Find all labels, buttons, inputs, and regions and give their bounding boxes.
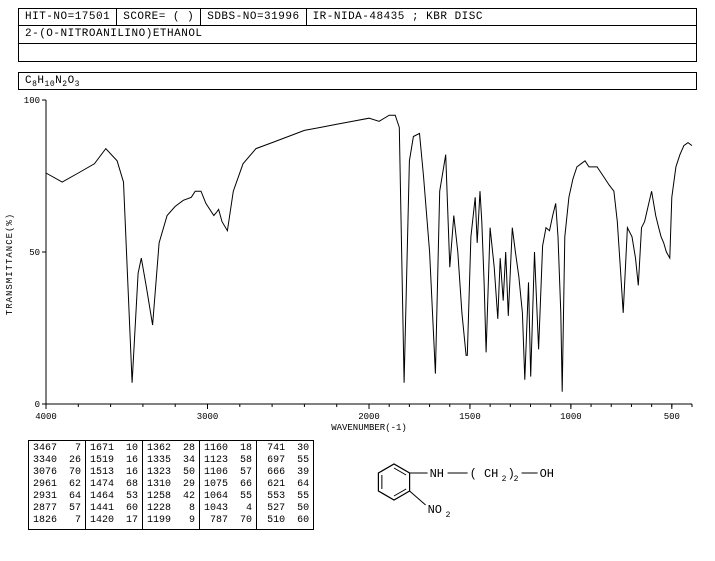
bottom-panel: 3467 7 3340 26 3076 70 2961 62 2931 64 2… — [28, 440, 697, 530]
svg-text:NO: NO — [428, 503, 442, 517]
svg-text:OH: OH — [540, 467, 554, 481]
svg-text:2: 2 — [514, 475, 519, 484]
svg-text:1500: 1500 — [459, 412, 481, 422]
svg-text:50: 50 — [29, 248, 40, 258]
svg-text:4000: 4000 — [35, 412, 57, 422]
header-bar: HIT-NO=17501 SCORE= ( ) SDBS-NO=31996 IR… — [18, 8, 697, 26]
hit-no: HIT-NO=17501 — [19, 9, 117, 25]
spectrum-chart: TRANSMITTANCE(%) 05010040003000200015001… — [18, 94, 697, 434]
peak-column: 1160 18 1123 58 1106 57 1075 66 1064 55 … — [200, 441, 257, 529]
ir-info: IR-NIDA-48435 ; KBR DISC — [307, 9, 696, 25]
svg-text:WAVENUMBER(-1): WAVENUMBER(-1) — [331, 423, 407, 433]
svg-text:3000: 3000 — [197, 412, 219, 422]
peak-table: 3467 7 3340 26 3076 70 2961 62 2931 64 2… — [28, 440, 314, 530]
score: SCORE= ( ) — [117, 9, 201, 25]
svg-text:100: 100 — [24, 96, 40, 106]
structure-diagram: NH( CH2)2OHNO2 — [354, 440, 594, 530]
compound-name: 2-(O-NITROANILINO)ETHANOL — [18, 26, 697, 44]
svg-text:0: 0 — [35, 400, 40, 410]
peak-column: 1362 28 1335 34 1323 50 1310 29 1258 42 … — [143, 441, 200, 529]
peak-column: 741 30 697 55 666 39 621 64 553 55 527 5… — [257, 441, 313, 529]
svg-text:500: 500 — [664, 412, 680, 422]
svg-text:2000: 2000 — [358, 412, 380, 422]
molecular-formula: C8H10N2O3 — [18, 72, 697, 90]
spectrum-viewer: HIT-NO=17501 SCORE= ( ) SDBS-NO=31996 IR… — [0, 8, 715, 561]
sdbs-no: SDBS-NO=31996 — [201, 9, 306, 25]
blank-row — [18, 44, 697, 62]
peak-column: 3467 7 3340 26 3076 70 2961 62 2931 64 2… — [29, 441, 86, 529]
svg-text:1000: 1000 — [560, 412, 582, 422]
svg-text:NH: NH — [430, 467, 444, 481]
svg-text:2: 2 — [502, 475, 507, 484]
y-axis-label: TRANSMITTANCE(%) — [5, 213, 15, 315]
spectrum-svg: 0 50 100 4000 3000 2000 1500 1000 500 WAVENUMBER(… — [18, 94, 698, 434]
peak-column: 1671 10 1519 16 1513 16 1474 68 1464 53 … — [86, 441, 143, 529]
svg-text:( CH: ( CH — [470, 467, 499, 481]
svg-text:2: 2 — [446, 511, 451, 520]
